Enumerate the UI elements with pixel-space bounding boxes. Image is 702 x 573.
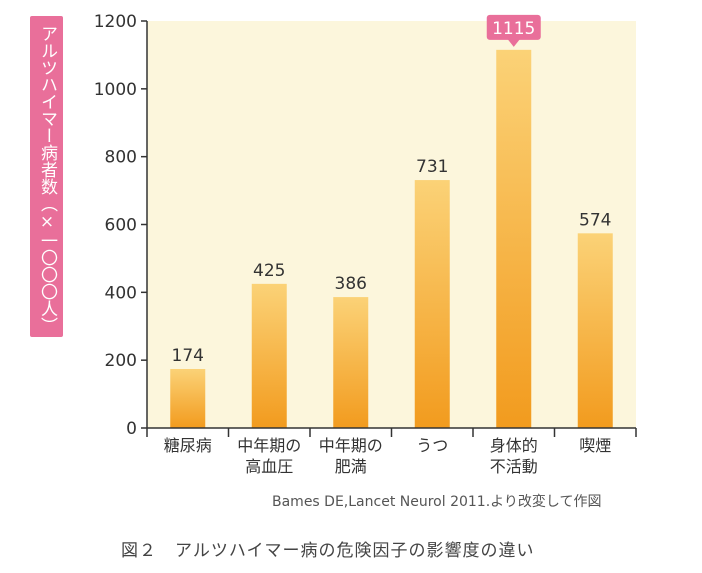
category-label: 身体的: [490, 436, 538, 455]
category-label: うつ: [416, 436, 448, 455]
category-label: 不活動: [490, 457, 538, 476]
category-label: 中年期の: [319, 436, 383, 455]
y-tick-label: 600: [105, 216, 137, 236]
y-tick-label: 1200: [94, 12, 137, 32]
bar-chart: 174 425 386 731 1115 574 0 200 400 600 800 1000 120…: [94, 12, 637, 476]
data-label: 174: [172, 346, 204, 366]
data-label: 574: [579, 210, 611, 230]
category-label: 肥満: [335, 457, 367, 476]
figure-caption: 図２ アルツハイマー病の危険因子の影響度の違い: [121, 541, 535, 561]
category-label: 糖尿病: [164, 436, 212, 455]
y-axis-label-box: アルツハイマー病者数（×一〇〇〇人）: [30, 16, 63, 337]
bar: [251, 283, 287, 428]
plot-area: [147, 21, 636, 428]
y-axis-label: アルツハイマー病者数（×一〇〇〇人）: [37, 25, 57, 334]
category-label: 中年期の: [237, 436, 301, 455]
bar: [577, 233, 613, 428]
bar: [414, 180, 450, 428]
data-label: 731: [416, 157, 448, 177]
y-tick-label: 400: [105, 283, 137, 303]
bar: [496, 49, 532, 429]
y-tick-label: 200: [105, 351, 137, 371]
badge-box: [486, 14, 541, 40]
data-label: 386: [335, 274, 367, 294]
y-tick-label: 0: [126, 419, 137, 439]
data-label: 1115: [492, 19, 535, 39]
y-tick-label: 800: [105, 148, 137, 168]
badge-pointer: [507, 39, 520, 47]
data-label: 425: [253, 261, 285, 281]
source-note: Bames DE,Lancet Neurol 2011.より改変して作図: [272, 494, 602, 510]
bar: [333, 297, 369, 428]
highlight-value-badge: 1115: [486, 14, 541, 47]
category-label: 高血圧: [245, 457, 293, 476]
bar: [170, 368, 206, 428]
category-label: 喫煙: [579, 436, 611, 455]
y-tick-label: 1000: [94, 80, 137, 100]
